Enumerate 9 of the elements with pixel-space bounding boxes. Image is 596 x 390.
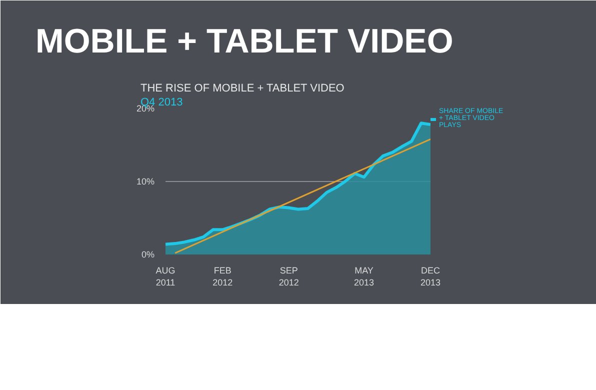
y-tick-label: 0% <box>141 250 155 260</box>
chart-title: MOBILE + TABLET VIDEO <box>36 22 454 60</box>
x-tick-label: MAY 2013 <box>354 266 374 288</box>
chart-subtitle: THE RISE OF MOBILE + TABLET VIDEO <box>140 82 345 94</box>
x-tick-label: FEB 2012 <box>212 266 233 288</box>
x-tick-label: DEC 2013 <box>420 266 441 288</box>
x-tick-label: SEP 2012 <box>278 266 299 288</box>
x-tick-label: AUG 2011 <box>156 266 176 288</box>
y-tick-label: 10% <box>136 176 154 186</box>
